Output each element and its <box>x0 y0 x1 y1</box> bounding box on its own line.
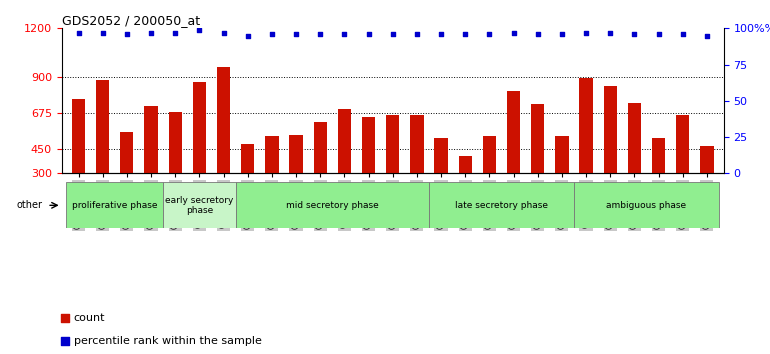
Text: ambiguous phase: ambiguous phase <box>607 201 687 210</box>
Bar <box>313 122 326 173</box>
Bar <box>574 182 719 228</box>
Bar <box>241 144 254 173</box>
Bar <box>72 99 85 173</box>
Point <box>677 31 689 37</box>
Bar <box>429 182 574 228</box>
Bar <box>410 115 424 173</box>
Point <box>266 31 278 37</box>
Bar <box>628 103 641 173</box>
Point <box>417 241 429 247</box>
Point <box>628 31 641 37</box>
Point <box>531 31 544 37</box>
Point <box>701 33 713 39</box>
Text: proliferative phase: proliferative phase <box>72 201 158 210</box>
Point <box>338 31 350 37</box>
Bar <box>604 86 617 173</box>
Point <box>290 31 302 37</box>
Bar <box>700 146 714 173</box>
Point <box>459 31 471 37</box>
Text: count: count <box>73 313 105 323</box>
Point <box>417 32 429 38</box>
Bar <box>555 136 568 173</box>
Point <box>314 31 326 37</box>
Point <box>652 31 665 37</box>
Bar <box>217 67 230 173</box>
Point <box>121 31 133 37</box>
Point <box>242 33 254 39</box>
Point <box>484 31 496 37</box>
Point <box>435 31 447 37</box>
Text: late secretory phase: late secretory phase <box>455 201 548 210</box>
Bar <box>169 112 182 173</box>
Bar <box>483 136 496 173</box>
Bar <box>676 115 689 173</box>
Bar <box>192 81 206 173</box>
Point <box>96 30 109 35</box>
Bar <box>531 104 544 173</box>
Bar <box>66 182 163 228</box>
Bar <box>434 138 447 173</box>
Bar <box>290 135 303 173</box>
Text: other: other <box>16 200 42 210</box>
Bar <box>236 182 429 228</box>
Point <box>387 31 399 37</box>
Bar <box>120 132 133 173</box>
Bar <box>459 156 472 173</box>
Point <box>410 31 423 37</box>
Point <box>556 31 568 37</box>
Point <box>217 30 229 35</box>
Bar <box>362 117 375 173</box>
Text: GDS2052 / 200050_at: GDS2052 / 200050_at <box>62 14 199 27</box>
Point <box>507 30 520 35</box>
Point <box>580 30 592 35</box>
Point <box>145 30 157 35</box>
Bar <box>96 80 109 173</box>
Point <box>169 30 182 35</box>
Bar <box>265 136 279 173</box>
Point <box>363 31 375 37</box>
Point <box>72 30 85 35</box>
Bar <box>507 91 521 173</box>
Text: mid secretory phase: mid secretory phase <box>286 201 379 210</box>
Bar <box>338 109 351 173</box>
Text: percentile rank within the sample: percentile rank within the sample <box>73 336 261 346</box>
Text: early secretory
phase: early secretory phase <box>166 196 233 215</box>
Bar <box>652 138 665 173</box>
Bar <box>579 78 593 173</box>
Point <box>604 30 616 35</box>
Bar <box>163 182 236 228</box>
Bar <box>145 106 158 173</box>
Bar <box>386 115 400 173</box>
Point <box>193 27 206 33</box>
